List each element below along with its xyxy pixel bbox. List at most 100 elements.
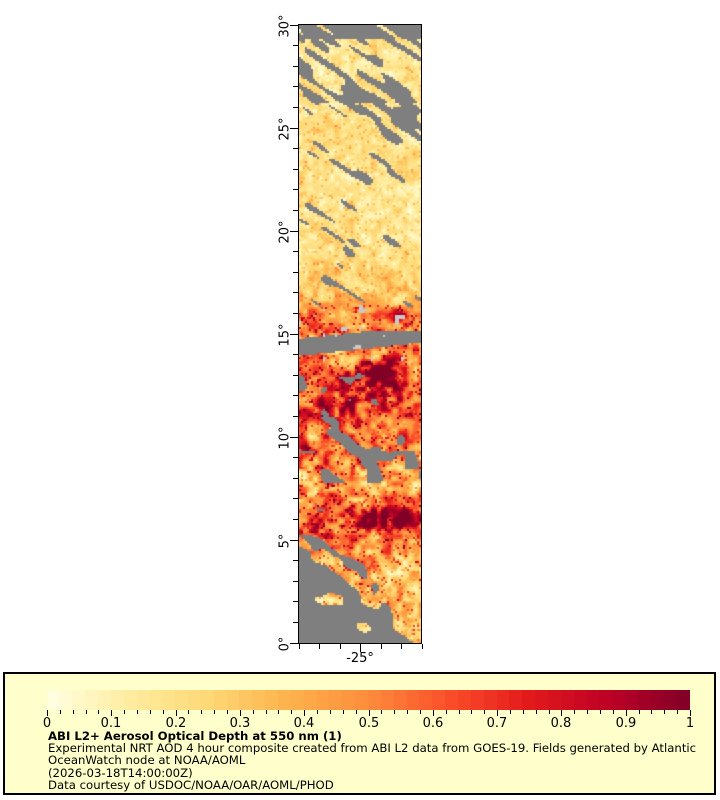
colorbar-minor-tick: [549, 710, 550, 714]
colorbar-minor-tick: [613, 710, 614, 714]
colorbar-major-tick: [240, 710, 241, 716]
colorbar-minor-tick: [330, 710, 331, 714]
colorbar-tick-label: 0.5: [358, 716, 380, 731]
colorbar-major-tick: [111, 710, 112, 716]
colorbar-minor-tick: [86, 710, 87, 714]
lat-tick: [293, 189, 298, 190]
colorbar-minor-tick: [639, 710, 640, 714]
lat-tick-label: 20°: [277, 220, 293, 244]
colorbar-minor-tick: [407, 710, 408, 714]
lon-tick-label: -25°: [346, 651, 374, 666]
lat-tick: [290, 334, 298, 335]
lat-tick: [293, 45, 298, 46]
colorbar-tick-label: 0.8: [550, 716, 572, 731]
lat-tick: [290, 437, 298, 438]
lat-tick: [290, 231, 298, 232]
colorbar-minor-tick: [356, 710, 357, 714]
colorbar-minor-tick: [536, 710, 537, 714]
colorbar-minor-tick: [471, 710, 472, 714]
lat-tick: [293, 581, 298, 582]
colorbar: [47, 690, 690, 710]
colorbar-minor-tick: [446, 710, 447, 714]
colorbar-major-tick: [626, 710, 627, 716]
colorbar-minor-tick: [510, 710, 511, 714]
lat-tick-label: 5°: [277, 533, 293, 549]
colorbar-tick-label: 0: [42, 716, 52, 731]
lat-tick: [290, 128, 298, 129]
colorbar-minor-tick: [317, 710, 318, 714]
lat-tick-label: 0°: [277, 636, 293, 652]
lat-tick: [290, 540, 298, 541]
lat-tick: [293, 251, 298, 252]
colorbar-major-tick: [690, 710, 691, 716]
colorbar-tick-label: 0.4: [293, 716, 315, 731]
lat-tick: [293, 66, 298, 67]
lat-tick: [293, 272, 298, 273]
lat-tick-label: 25°: [277, 117, 293, 141]
lat-tick: [290, 25, 298, 26]
lat-tick: [293, 292, 298, 293]
legend-title: ABI L2+ Aerosol Optical Depth at 550 nm …: [48, 729, 342, 743]
colorbar-minor-tick: [420, 710, 421, 714]
colorbar-minor-tick: [150, 710, 151, 714]
lon-tick: [401, 644, 402, 649]
colorbar-minor-tick: [574, 710, 575, 714]
colorbar-minor-tick: [253, 710, 254, 714]
lon-tick: [381, 644, 382, 649]
lat-tick-label: 10°: [277, 426, 293, 450]
lat-tick: [293, 169, 298, 170]
colorbar-major-tick: [561, 710, 562, 716]
colorbar-minor-tick: [459, 710, 460, 714]
lon-tick: [319, 644, 320, 649]
colorbar-minor-tick: [651, 710, 652, 714]
aod-raster-map: [298, 24, 422, 644]
colorbar-minor-tick: [163, 710, 164, 714]
lon-tick: [360, 644, 361, 652]
lat-tick: [293, 313, 298, 314]
colorbar-tick-label: 0.1: [100, 716, 122, 731]
colorbar-minor-tick: [343, 710, 344, 714]
colorbar-minor-tick: [98, 710, 99, 714]
colorbar-minor-tick: [137, 710, 138, 714]
colorbar-major-tick: [433, 710, 434, 716]
colorbar-minor-tick: [291, 710, 292, 714]
lat-tick: [290, 643, 298, 644]
lat-tick: [293, 622, 298, 623]
lat-tick: [293, 375, 298, 376]
colorbar-minor-tick: [394, 710, 395, 714]
lat-tick: [293, 395, 298, 396]
legend-line-2: OceanWatch node at NOAA/AOML: [48, 753, 246, 768]
legend-line-3: (2026-03-18T14:00:00Z): [48, 765, 193, 780]
colorbar-minor-tick: [266, 710, 267, 714]
colorbar-minor-tick: [124, 710, 125, 714]
colorbar-tick-label: 1: [685, 716, 695, 731]
colorbar-minor-tick: [227, 710, 228, 714]
colorbar-minor-tick: [60, 710, 61, 714]
colorbar-major-tick: [47, 710, 48, 716]
colorbar-major-tick: [369, 710, 370, 716]
lon-tick: [299, 644, 300, 649]
lat-tick: [293, 107, 298, 108]
colorbar-minor-tick: [214, 710, 215, 714]
lat-tick: [293, 86, 298, 87]
colorbar-minor-tick: [677, 710, 678, 714]
lat-tick: [293, 498, 298, 499]
colorbar-minor-tick: [73, 710, 74, 714]
colorbar-minor-tick: [664, 710, 665, 714]
lat-tick: [293, 560, 298, 561]
colorbar-tick-label: 0.3: [229, 716, 251, 731]
lat-tick: [293, 457, 298, 458]
lat-tick-label: 30°: [277, 14, 293, 38]
lat-tick: [293, 210, 298, 211]
colorbar-major-tick: [176, 710, 177, 716]
colorbar-minor-tick: [600, 710, 601, 714]
colorbar-minor-tick: [188, 710, 189, 714]
colorbar-tick-label: 0.7: [486, 716, 508, 731]
lon-tick: [340, 644, 341, 649]
legend-caption: ABI L2+ Aerosol Optical Depth at 550 nm …: [48, 730, 696, 791]
colorbar-tick-label: 0.9: [615, 716, 637, 731]
lat-tick: [293, 416, 298, 417]
lat-tick: [293, 478, 298, 479]
lat-tick: [293, 601, 298, 602]
